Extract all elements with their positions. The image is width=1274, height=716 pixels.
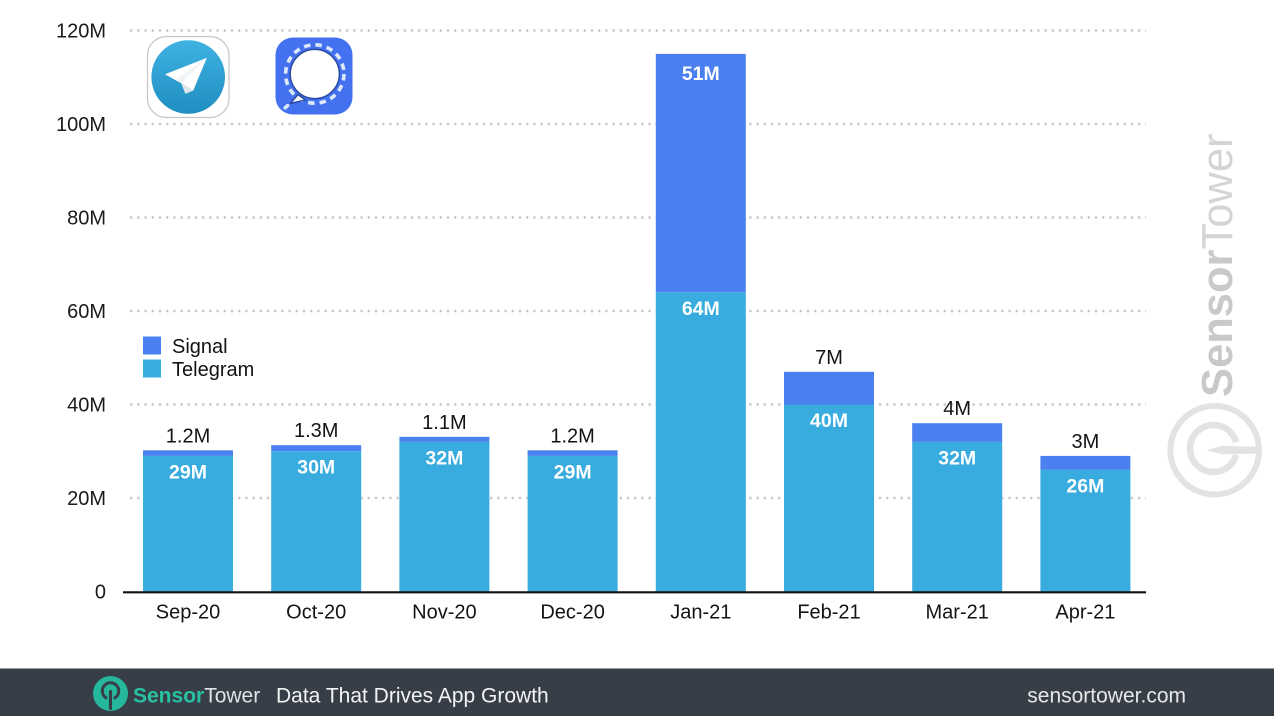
svg-text:Telegram: Telegram (172, 359, 254, 381)
svg-text:20M: 20M (67, 488, 106, 510)
svg-text:1.2M: 1.2M (550, 425, 594, 447)
svg-text:Dec-20: Dec-20 (540, 602, 604, 624)
svg-text:4M: 4M (943, 398, 971, 420)
svg-text:32M: 32M (425, 447, 463, 469)
svg-text:29M: 29M (554, 461, 592, 483)
svg-text:60M: 60M (67, 301, 106, 323)
svg-text:Apr-21: Apr-21 (1055, 602, 1115, 624)
svg-text:Data That Drives App Growth: Data That Drives App Growth (276, 685, 549, 708)
svg-text:3M: 3M (1072, 431, 1100, 453)
svg-text:1.1M: 1.1M (422, 412, 466, 434)
svg-text:Jan-21: Jan-21 (670, 602, 731, 624)
svg-text:SensorTower: SensorTower (1194, 133, 1242, 397)
svg-text:Signal: Signal (172, 336, 228, 358)
svg-text:120M: 120M (56, 21, 106, 43)
svg-text:Sep-20: Sep-20 (156, 602, 221, 624)
svg-text:1.2M: 1.2M (166, 425, 210, 447)
svg-text:32M: 32M (938, 447, 976, 469)
svg-text:26M: 26M (1066, 475, 1104, 497)
svg-text:Feb-21: Feb-21 (797, 602, 860, 624)
svg-text:sensortower.com: sensortower.com (1027, 685, 1186, 708)
svg-text:80M: 80M (67, 208, 106, 230)
svg-text:64M: 64M (682, 298, 720, 320)
svg-text:51M: 51M (682, 63, 720, 85)
svg-text:Mar-21: Mar-21 (926, 602, 989, 624)
svg-text:40M: 40M (810, 410, 848, 432)
svg-text:SensorTower: SensorTower (133, 685, 260, 708)
svg-text:29M: 29M (169, 461, 207, 483)
svg-text:40M: 40M (67, 395, 106, 417)
svg-text:Nov-20: Nov-20 (412, 602, 476, 624)
svg-text:100M: 100M (56, 114, 106, 136)
svg-text:Oct-20: Oct-20 (286, 602, 346, 624)
svg-text:1.3M: 1.3M (294, 420, 338, 442)
svg-text:30M: 30M (297, 457, 335, 479)
svg-text:0: 0 (95, 582, 106, 604)
svg-text:7M: 7M (815, 347, 843, 369)
